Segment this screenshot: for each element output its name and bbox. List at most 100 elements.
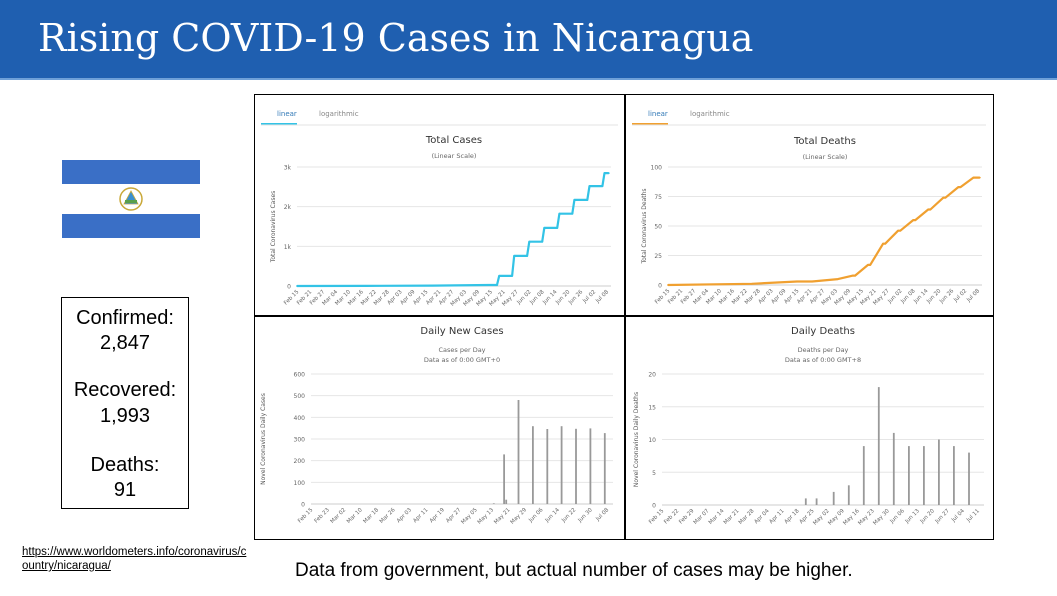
y-tick-label: 20 — [648, 372, 656, 379]
bar — [923, 446, 925, 505]
x-tick-label: Jul 02 — [581, 289, 597, 305]
data-point — [588, 185, 591, 187]
data-point — [526, 255, 528, 257]
confirmed-label: Confirmed: — [76, 307, 174, 329]
bar — [603, 433, 606, 504]
y-tick-label: 400 — [294, 415, 306, 422]
x-tick-label: Jul 04 — [950, 508, 966, 524]
data-point — [511, 275, 513, 277]
x-tick-label: Mar 02 — [330, 507, 348, 525]
bar — [815, 498, 818, 505]
footnote: Data from government, but actual number … — [295, 560, 853, 581]
x-tick-label: Apr 11 — [768, 508, 785, 525]
x-tick-label: Jun 20 — [919, 508, 937, 526]
y-axis-label: Total Coronavirus Cases — [270, 191, 277, 264]
bar — [517, 400, 520, 504]
y-axis-label: Novel Coronavirus Daily Deaths — [633, 392, 640, 487]
data-point — [978, 176, 981, 179]
y-tick-label: 3k — [284, 165, 292, 172]
bar — [968, 452, 970, 505]
data-point — [942, 196, 945, 199]
y-tick-label: 100 — [651, 165, 663, 172]
bar — [847, 485, 850, 505]
y-tick-label: 50 — [654, 224, 662, 231]
data-point — [496, 284, 498, 286]
nicaragua-flag — [62, 160, 200, 238]
x-tick-label: Jun 26 — [567, 289, 585, 307]
x-tick-label: Jul 08 — [965, 288, 981, 304]
y-tick-label: 0 — [652, 503, 656, 510]
data-point — [498, 275, 501, 277]
bar — [532, 426, 534, 504]
bar — [560, 426, 563, 504]
x-tick-label: Apr 18 — [783, 508, 801, 526]
total-cases-chart: linear logarithmic Total Cases (Linear Scal… — [261, 110, 618, 308]
data-point — [927, 208, 930, 211]
grid-divider-horizontal — [255, 315, 993, 317]
bar — [505, 499, 508, 504]
x-tick-label: Jul 02 — [952, 288, 968, 304]
bar — [575, 428, 577, 504]
bar — [862, 446, 865, 505]
data-point — [912, 219, 915, 221]
y-tick-label: 75 — [654, 194, 662, 201]
series-line — [296, 172, 609, 288]
data-point — [571, 212, 574, 215]
x-tick-label: Jun 26 — [938, 288, 956, 306]
daily-deaths-chart: Daily Deaths Deaths per Day Data as of 0:0… — [633, 326, 984, 527]
bar — [492, 503, 495, 504]
x-tick-label: Feb 23 — [314, 507, 332, 525]
x-tick-label: Jun 06 — [889, 508, 907, 526]
y-tick-label: 0 — [658, 283, 662, 290]
source-link[interactable]: https://www.worldometers.info/coronaviru… — [22, 546, 247, 572]
y-axis-label: Total Coronavirus Deaths — [641, 188, 648, 264]
y-tick-label: 600 — [294, 372, 306, 379]
data-point — [854, 274, 856, 277]
flag-stripe-top — [62, 160, 200, 184]
data-point — [556, 227, 559, 229]
deaths-value: 91 — [113, 479, 137, 501]
data-point — [972, 176, 975, 179]
data-point — [431, 284, 434, 287]
chart-title: Daily New Cases — [420, 326, 503, 337]
title-bar: Rising COVID-19 Cases in Nicaragua — [0, 0, 1057, 80]
data-point — [914, 219, 917, 221]
y-tick-label: 300 — [294, 437, 306, 444]
y-tick-label: 100 — [294, 480, 306, 487]
data-point — [929, 208, 932, 211]
data-point — [899, 229, 902, 232]
data-point — [867, 264, 869, 266]
x-tick-label: Mar 28 — [738, 508, 756, 526]
x-tick-label: Apr 11 — [412, 507, 429, 524]
data-point — [897, 229, 899, 232]
x-tick-label: May 05 — [460, 507, 479, 526]
data-point — [607, 172, 610, 174]
data-point — [667, 284, 669, 286]
deaths-label: Deaths: — [90, 454, 160, 476]
data-point — [884, 242, 887, 245]
x-tick-label: Mar 26 — [379, 507, 397, 525]
tab-linear: linear — [277, 110, 297, 118]
tab-logarithmic: logarithmic — [690, 110, 730, 118]
data-point — [882, 242, 884, 245]
data-point — [751, 282, 753, 285]
x-tick-label: Feb 15 — [297, 507, 315, 525]
x-tick-label: Mar 10 — [346, 507, 364, 525]
x-tick-label: Apr 04 — [753, 508, 771, 526]
y-tick-label: 15 — [648, 404, 656, 411]
y-tick-label: 200 — [294, 458, 306, 465]
data-point — [573, 199, 576, 201]
x-tick-label: Apr 03 — [396, 507, 414, 525]
data-point — [487, 284, 490, 286]
tab-linear: linear — [648, 110, 668, 118]
bar — [832, 491, 835, 505]
grid-divider-vertical — [624, 95, 626, 539]
bar — [546, 429, 549, 504]
x-tick-label: May 29 — [510, 507, 529, 526]
x-tick-label: Jul 08 — [594, 507, 610, 523]
data-point — [558, 212, 561, 215]
total-deaths-chart: linear logarithmic Total Deaths (Linear Sca… — [632, 110, 986, 307]
data-point — [869, 264, 872, 266]
bar — [892, 432, 895, 505]
x-tick-label: Jun 27 — [934, 508, 952, 526]
